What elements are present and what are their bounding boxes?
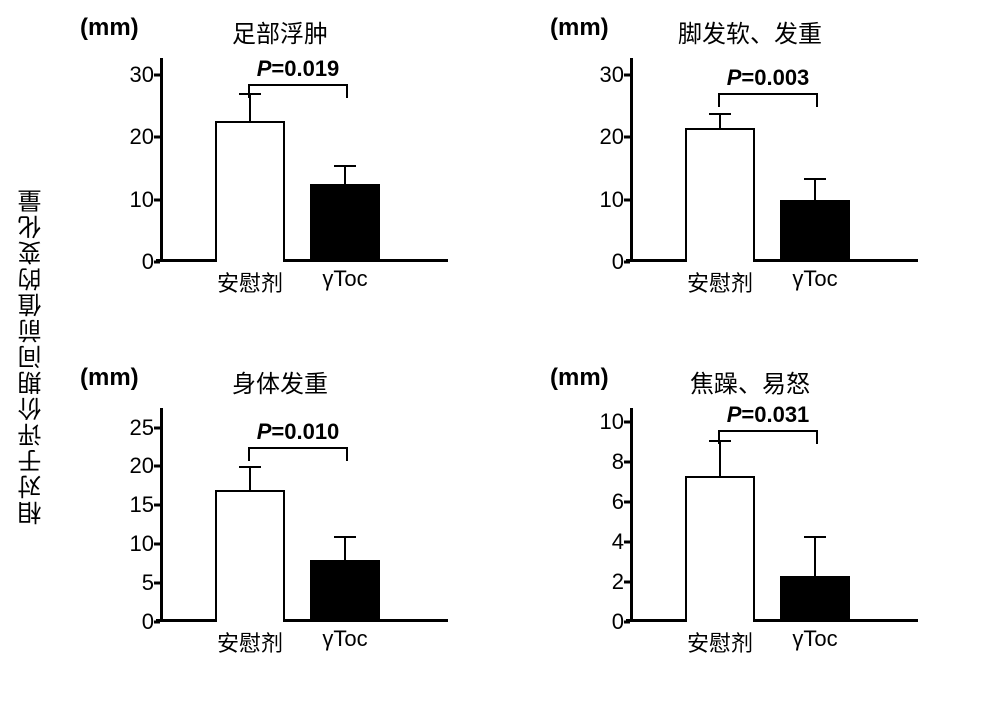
bar-placebo xyxy=(215,490,285,622)
y-tick-label: 30 xyxy=(600,62,630,88)
x-label-gamma-toc: γToc xyxy=(322,262,367,292)
panel-a: (mm)足部浮肿0102030安慰剂γTocP=0.019 xyxy=(90,20,460,310)
p-value-number: 0.031 xyxy=(754,402,809,427)
y-axis-line xyxy=(160,408,163,622)
panel-b: (mm)脚发软、发重0102030安慰剂γTocP=0.003 xyxy=(560,20,930,310)
y-tick-label: 10 xyxy=(600,409,630,435)
significance-bracket xyxy=(718,430,818,444)
y-tick-label: 20 xyxy=(600,124,630,150)
x-axis-line xyxy=(156,619,448,622)
unit-label: (mm) xyxy=(550,364,609,392)
p-value-number: 0.019 xyxy=(284,56,339,81)
y-tick-label: 6 xyxy=(612,489,630,515)
y-tick-label: 0 xyxy=(142,609,160,635)
y-axis-line xyxy=(630,408,633,622)
p-value-label: P=0.031 xyxy=(727,402,810,428)
plot-area: 0102030安慰剂γTocP=0.003 xyxy=(630,62,910,262)
plot-area: 0510152025安慰剂γTocP=0.010 xyxy=(160,412,440,622)
y-axis-line xyxy=(630,58,633,262)
panel-title: 脚发软、发重 xyxy=(610,14,890,49)
x-label-gamma-toc: γToc xyxy=(792,262,837,292)
unit-label: (mm) xyxy=(80,14,139,42)
bar-placebo xyxy=(685,128,755,262)
x-label-gamma-toc: γToc xyxy=(792,622,837,652)
y-tick-label: 8 xyxy=(612,449,630,475)
y-tick-label: 20 xyxy=(130,453,160,479)
plot-area: 0102030安慰剂γTocP=0.019 xyxy=(160,62,440,262)
x-label-gamma-toc: γToc xyxy=(322,622,367,652)
panel-c: (mm)身体发重0510152025安慰剂γTocP=0.010 xyxy=(90,370,460,670)
y-tick-label: 5 xyxy=(142,570,160,596)
y-tick-label: 0 xyxy=(612,609,630,635)
bar-gamma-toc xyxy=(310,184,380,262)
p-value-label: P=0.003 xyxy=(727,65,810,91)
unit-label: (mm) xyxy=(550,14,609,42)
x-label-placebo: 安慰剂 xyxy=(687,262,753,298)
y-tick-label: 10 xyxy=(600,187,630,213)
y-tick-label: 20 xyxy=(130,124,160,150)
y-axis-line xyxy=(160,58,163,262)
y-tick-label: 4 xyxy=(612,529,630,555)
p-value-number: 0.003 xyxy=(754,65,809,90)
y-tick-label: 15 xyxy=(130,492,160,518)
bar-gamma-toc xyxy=(310,560,380,622)
x-label-placebo: 安慰剂 xyxy=(217,622,283,658)
x-axis-line xyxy=(156,259,448,262)
x-label-placebo: 安慰剂 xyxy=(687,622,753,658)
bar-gamma-toc xyxy=(780,576,850,622)
significance-bracket xyxy=(248,447,348,461)
panel-title: 焦躁、易怒 xyxy=(610,364,890,399)
bar-placebo xyxy=(215,121,285,262)
x-axis-line xyxy=(626,259,918,262)
p-value-label: P=0.019 xyxy=(257,56,340,82)
y-tick-label: 10 xyxy=(130,187,160,213)
p-value-number: 0.010 xyxy=(284,419,339,444)
x-axis-line xyxy=(626,619,918,622)
significance-bracket xyxy=(248,84,348,98)
x-label-placebo: 安慰剂 xyxy=(217,262,283,298)
p-value-label: P=0.010 xyxy=(257,419,340,445)
panel-d: (mm)焦躁、易怒0246810安慰剂γTocP=0.031 xyxy=(560,370,930,670)
plot-area: 0246810安慰剂γTocP=0.031 xyxy=(630,412,910,622)
panel-title: 足部浮肿 xyxy=(140,14,420,49)
panel-title: 身体发重 xyxy=(140,364,420,399)
y-tick-label: 30 xyxy=(130,62,160,88)
y-tick-label: 25 xyxy=(130,415,160,441)
y-tick-label: 2 xyxy=(612,569,630,595)
y-tick-label: 0 xyxy=(142,249,160,275)
unit-label: (mm) xyxy=(80,364,139,392)
y-axis-label: 相对于评价期间前值的变化量 xyxy=(15,187,50,525)
bar-gamma-toc xyxy=(780,200,850,263)
bar-placebo xyxy=(685,476,755,622)
y-tick-label: 10 xyxy=(130,531,160,557)
significance-bracket xyxy=(718,93,818,107)
y-tick-label: 0 xyxy=(612,249,630,275)
figure-container: 相对于评价期间前值的变化量 (mm)足部浮肿0102030安慰剂γTocP=0.… xyxy=(0,0,1000,713)
